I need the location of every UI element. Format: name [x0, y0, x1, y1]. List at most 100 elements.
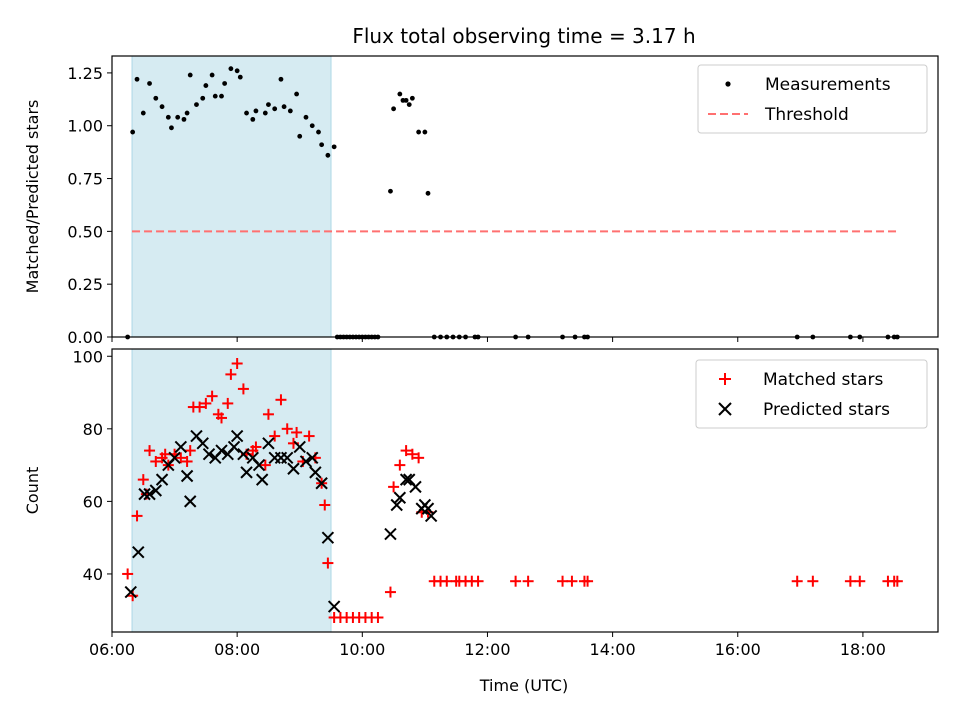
- legend-label-threshold: Threshold: [764, 105, 849, 125]
- plot-area: [122, 358, 903, 623]
- data-point-predicted: [143, 487, 156, 501]
- data-point-matched: [231, 358, 243, 370]
- data-point-matched: [582, 575, 594, 587]
- data-point-matched: [291, 426, 303, 438]
- data-point-matched: [844, 575, 856, 587]
- data-point-matched: [303, 430, 315, 442]
- data-point-matched: [566, 575, 578, 587]
- data-point: [416, 129, 422, 135]
- legend-label-predicted: Predicted stars: [763, 400, 890, 420]
- data-point-predicted: [184, 495, 197, 508]
- data-point-matched: [322, 557, 334, 569]
- data-point-predicted: [202, 448, 216, 461]
- data-point-matched: [206, 390, 218, 402]
- data-point-predicted: [327, 600, 341, 613]
- data-point-predicted: [287, 462, 300, 475]
- bottom-panel: 06:00 08:00 10:00 12:00 14:00 16:00 18:00 40 60 8…: [23, 347, 939, 695]
- legend-box: [695, 359, 928, 429]
- data-point-predicted: [215, 444, 228, 457]
- y-tick-label: 1.25: [67, 64, 103, 83]
- x-tick-label: 08:00: [214, 640, 260, 659]
- data-point: [153, 95, 159, 101]
- data-point-matched: [159, 448, 171, 460]
- data-point-predicted: [227, 440, 241, 454]
- data-point: [165, 114, 171, 120]
- chart-title: Flux total observing time = 3.17 h: [352, 24, 695, 48]
- legend-label-matched: Matched stars: [763, 370, 883, 390]
- data-point-matched: [144, 445, 156, 457]
- x-tick-label: 14:00: [590, 640, 636, 659]
- data-point-matched: [275, 394, 287, 406]
- data-point-matched: [150, 455, 162, 467]
- axes-frame: [111, 348, 939, 633]
- data-point: [406, 102, 412, 107]
- data-point-predicted: [237, 448, 250, 461]
- y-axis-label: Matched/Predicted stars: [23, 100, 42, 294]
- data-point-matched: [807, 575, 819, 587]
- data-point: [281, 104, 287, 110]
- y-tick-label: 60: [83, 492, 103, 511]
- data-point: [147, 81, 152, 86]
- data-point: [278, 76, 284, 82]
- data-point-matched: [413, 452, 425, 464]
- data-point: [219, 93, 224, 99]
- data-point-matched: [281, 423, 293, 435]
- data-point-predicted: [293, 440, 306, 454]
- data-point-predicted: [309, 466, 322, 479]
- data-point-matched: [384, 586, 396, 598]
- data-point-matched: [184, 445, 196, 457]
- data-point: [388, 188, 393, 194]
- data-point: [316, 129, 321, 135]
- y-tick-label: 80: [83, 420, 103, 439]
- data-point: [272, 106, 278, 112]
- data-point-matched: [891, 575, 903, 587]
- data-point: [203, 83, 209, 88]
- data-point: [187, 72, 193, 78]
- data-point-matched: [175, 452, 187, 464]
- data-point-matched: [216, 412, 228, 424]
- data-point: [297, 133, 303, 139]
- data-point: [222, 81, 228, 86]
- data-point-predicted: [424, 509, 438, 523]
- data-point-predicted: [393, 491, 407, 504]
- legend: Measurements Threshold: [697, 64, 928, 134]
- x-tick-label: 06:00: [89, 640, 135, 659]
- data-point-matched: [127, 590, 139, 602]
- data-point-matched: [372, 611, 384, 623]
- shaded-span: [131, 348, 332, 633]
- legend-marker-matched: [719, 373, 731, 385]
- data-point: [262, 110, 268, 116]
- data-point-predicted: [390, 498, 403, 512]
- data-point: [319, 142, 325, 148]
- data-point: [184, 110, 190, 116]
- data-point-matched: [394, 459, 406, 471]
- y-tick-label: 0.25: [67, 275, 103, 294]
- data-point-matched: [194, 401, 206, 413]
- data-point: [134, 76, 140, 82]
- data-point-matched: [237, 383, 249, 395]
- x-tick-label: 18:00: [840, 640, 886, 659]
- data-point: [294, 91, 299, 97]
- y-tick-label: 0.50: [67, 222, 103, 241]
- data-point-matched: [522, 575, 534, 587]
- data-point-predicted: [174, 440, 188, 454]
- legend-marker-measurements: [725, 81, 731, 87]
- data-point-predicted: [132, 545, 145, 559]
- data-point: [331, 144, 337, 150]
- data-point: [391, 106, 396, 112]
- data-point-predicted: [421, 502, 435, 515]
- data-point: [287, 108, 293, 114]
- data-point-matched: [262, 408, 274, 420]
- data-point: [253, 108, 259, 114]
- data-point-predicted: [180, 469, 194, 483]
- shaded-span: [131, 55, 332, 338]
- axis-ticks: 0.00 0.25 0.50 0.75 1.00 1.25: [67, 64, 864, 347]
- data-point-predicted: [230, 429, 244, 443]
- data-point-matched: [400, 445, 412, 457]
- data-point-matched: [181, 455, 193, 467]
- data-point-predicted: [149, 484, 163, 497]
- data-point-matched: [791, 575, 803, 587]
- data-point-matched: [388, 481, 400, 493]
- data-point: [422, 129, 428, 135]
- data-point: [212, 93, 218, 99]
